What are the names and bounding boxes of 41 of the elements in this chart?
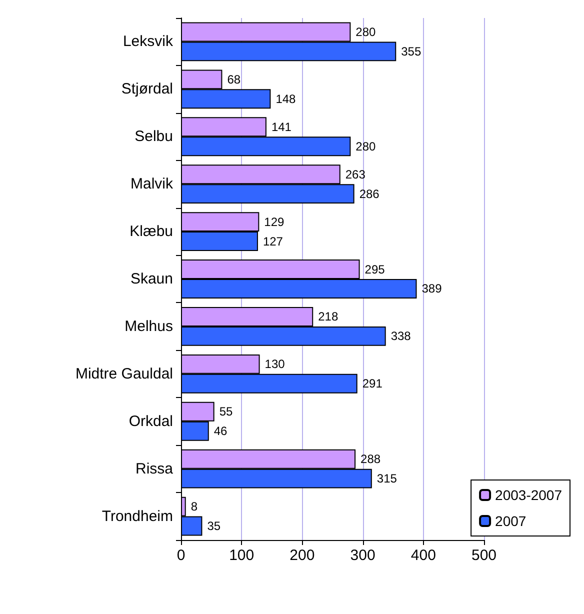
y-tick-label: Melhus: [124, 318, 173, 335]
y-tick-label: Skaun: [130, 270, 173, 288]
data-label: 35: [207, 519, 221, 533]
x-tick-label: 200: [290, 547, 315, 564]
data-label: 68: [227, 72, 241, 86]
y-tick-label: Orkdal: [128, 412, 173, 430]
y-tick-label: Midtre Gauldal: [75, 365, 173, 382]
data-label: 389: [422, 282, 442, 296]
data-label: 288: [360, 452, 381, 466]
data-label: 355: [401, 44, 422, 58]
x-tick-label: 100: [229, 547, 254, 564]
data-label: 127: [262, 234, 284, 248]
data-label: 148: [276, 92, 296, 106]
data-label: 315: [376, 472, 398, 486]
data-label: 338: [390, 329, 412, 344]
data-label: 46: [214, 424, 228, 438]
data-label: 295: [364, 262, 386, 276]
x-tick-label: 400: [410, 547, 436, 564]
data-label: 130: [264, 357, 286, 372]
y-tick-label: Selbu: [134, 128, 173, 146]
y-tick-label: Klæbu: [130, 223, 173, 240]
legend-label: 2007: [495, 513, 526, 529]
data-label: 280: [356, 25, 376, 39]
y-tick-label: Rissa: [135, 460, 174, 478]
data-label: 280: [356, 139, 376, 154]
data-label: 129: [264, 214, 285, 229]
data-label: 141: [271, 120, 292, 134]
data-label: 291: [362, 376, 383, 391]
y-tick-label: Trondheim: [102, 508, 173, 525]
y-tick-label: Malvik: [130, 176, 174, 193]
x-tick-label: 500: [471, 547, 497, 564]
y-tick-label: Leksvik: [122, 33, 174, 50]
data-label: 286: [359, 186, 380, 201]
legend-label: 2003-2007: [495, 487, 562, 503]
data-label: 55: [219, 404, 234, 419]
x-tick-label: 300: [350, 547, 376, 564]
x-tick-label: 0: [176, 547, 186, 564]
data-label: 263: [345, 167, 366, 182]
data-label: 218: [318, 310, 338, 324]
y-tick-label: Stjørdal: [121, 80, 173, 98]
data-label: 8: [190, 500, 198, 514]
